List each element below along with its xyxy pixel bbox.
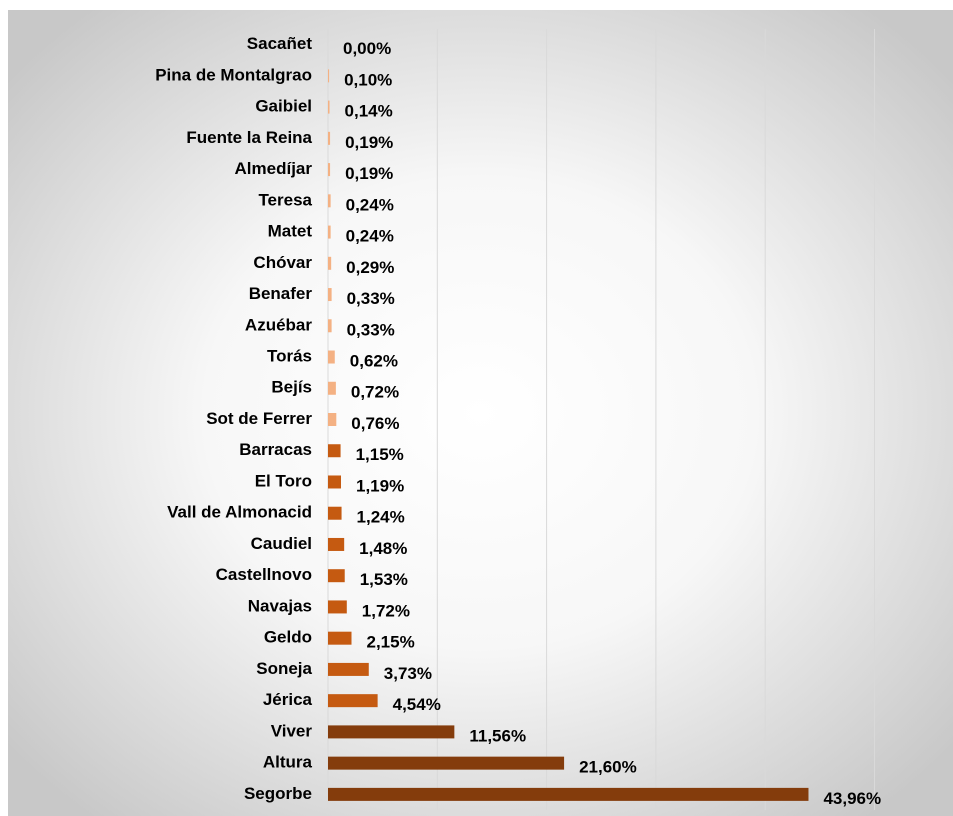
bar bbox=[328, 163, 331, 177]
value-label: 0,14% bbox=[345, 102, 393, 121]
value-label: 21,60% bbox=[579, 758, 637, 777]
category-label: Pina de Montalgrao bbox=[155, 65, 312, 84]
category-label: Vall de Almonacid bbox=[167, 503, 312, 522]
category-label: Altura bbox=[263, 753, 313, 772]
category-label: Benafer bbox=[249, 284, 313, 303]
value-label: 0,62% bbox=[350, 352, 398, 371]
bar bbox=[328, 756, 565, 770]
bar bbox=[328, 787, 809, 801]
value-label: 0,76% bbox=[351, 414, 399, 433]
bar bbox=[328, 631, 352, 645]
category-label: Navajas bbox=[248, 596, 312, 615]
value-label: 11,56% bbox=[469, 726, 526, 745]
value-label: 0,24% bbox=[346, 227, 394, 246]
value-label: 0,19% bbox=[345, 133, 393, 152]
value-label: 1,19% bbox=[356, 476, 404, 495]
value-label: 3,73% bbox=[384, 664, 432, 683]
value-label: 0,33% bbox=[347, 320, 395, 339]
category-label: Almedíjar bbox=[235, 159, 313, 178]
bar bbox=[328, 413, 337, 426]
category-label: Sot de Ferrer bbox=[206, 409, 312, 428]
category-label: Chóvar bbox=[253, 253, 312, 272]
value-label: 0,72% bbox=[351, 383, 399, 402]
value-label: 43,96% bbox=[823, 789, 881, 808]
category-label: Fuente la Reina bbox=[186, 128, 312, 147]
value-label: 1,72% bbox=[362, 601, 410, 620]
bar bbox=[328, 256, 332, 270]
category-label: Gaibiel bbox=[255, 97, 312, 116]
bar bbox=[328, 350, 335, 364]
category-label: Soneja bbox=[256, 659, 312, 678]
bar bbox=[328, 100, 330, 114]
value-label: 1,15% bbox=[356, 445, 404, 464]
value-label: 0,33% bbox=[347, 289, 395, 308]
value-label: 0,10% bbox=[344, 70, 392, 89]
category-label: Geldo bbox=[264, 628, 312, 647]
bar bbox=[328, 444, 341, 458]
category-label: Segorbe bbox=[244, 784, 312, 803]
category-label: Bejís bbox=[271, 378, 312, 397]
category-label: Jérica bbox=[263, 690, 313, 709]
value-label: 2,15% bbox=[366, 633, 414, 652]
category-label: Azuébar bbox=[245, 315, 312, 334]
bar bbox=[328, 694, 378, 708]
bar bbox=[328, 475, 342, 489]
value-label: 1,24% bbox=[357, 508, 405, 527]
value-label: 0,24% bbox=[346, 195, 394, 214]
bar bbox=[328, 506, 342, 520]
category-label: Caudiel bbox=[251, 534, 312, 553]
bar bbox=[328, 725, 455, 739]
bar bbox=[328, 569, 345, 583]
category-label: Torás bbox=[267, 347, 312, 366]
category-label: El Toro bbox=[255, 471, 312, 490]
chart-background bbox=[8, 10, 953, 816]
category-label: Sacañet bbox=[247, 34, 313, 53]
bar bbox=[328, 537, 345, 551]
value-label: 1,48% bbox=[359, 539, 407, 558]
bar bbox=[328, 288, 332, 302]
bar bbox=[328, 381, 336, 395]
value-label: 0,00% bbox=[343, 39, 391, 58]
bar bbox=[328, 225, 331, 239]
category-label: Viver bbox=[271, 721, 313, 740]
category-label: Teresa bbox=[258, 190, 312, 209]
category-label: Castellnovo bbox=[216, 565, 312, 584]
bar bbox=[328, 319, 332, 333]
value-label: 4,54% bbox=[393, 695, 441, 714]
bar bbox=[328, 194, 331, 208]
bar bbox=[328, 600, 347, 614]
bar bbox=[328, 662, 369, 676]
category-label: Barracas bbox=[239, 440, 312, 459]
category-label: Matet bbox=[268, 222, 313, 241]
bar bbox=[328, 131, 331, 145]
bar bbox=[328, 69, 330, 83]
value-label: 0,29% bbox=[346, 258, 394, 277]
value-label: 1,53% bbox=[360, 570, 408, 589]
value-label: 0,19% bbox=[345, 164, 393, 183]
